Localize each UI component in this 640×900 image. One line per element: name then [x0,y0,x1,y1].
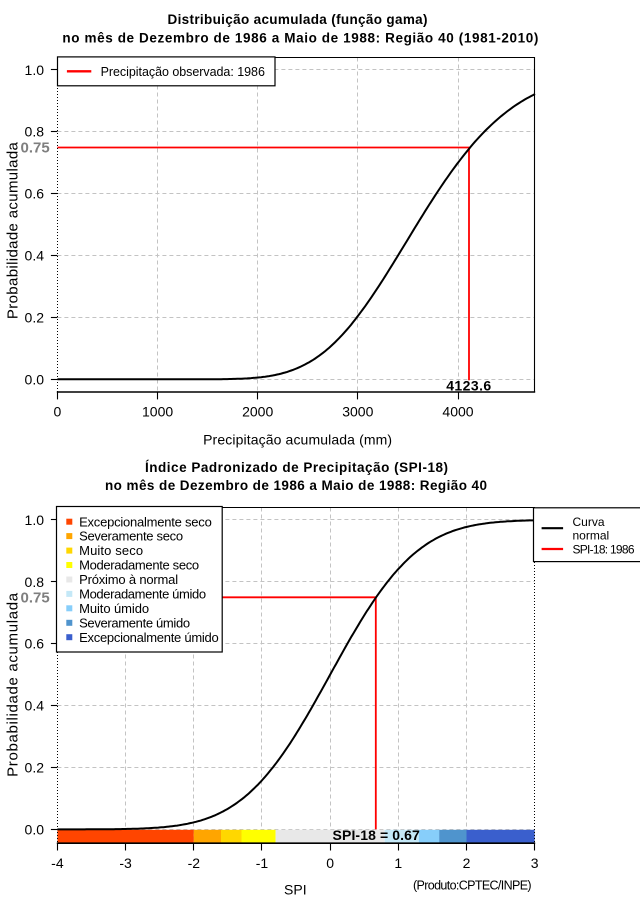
svg-text:1: 1 [394,855,402,871]
svg-text:-3: -3 [119,855,132,871]
svg-text:1.0: 1.0 [25,62,45,78]
svg-text:0.8: 0.8 [25,574,45,590]
svg-text:0: 0 [326,855,334,871]
svg-text:no mês de Dezembro de 1986 a M: no mês de Dezembro de 1986 a Maio de 198… [62,31,538,46]
svg-text:(Produto:CPTEC/INPE): (Produto:CPTEC/INPE) [413,879,532,893]
svg-text:Precipitação acumulada (mm): Precipitação acumulada (mm) [203,431,392,447]
svg-text:0.8: 0.8 [25,124,45,140]
svg-text:1000: 1000 [142,404,173,420]
svg-text:Excepcionalmente úmido: Excepcionalmente úmido [79,630,219,645]
svg-text:-1: -1 [256,855,269,871]
svg-text:0.2: 0.2 [25,760,45,776]
svg-text:SPI: SPI [284,882,307,898]
svg-text:1.0: 1.0 [25,512,45,528]
svg-text:0.2: 0.2 [25,309,45,325]
svg-text:Índice Padronizado de Precipit: Índice Padronizado de Precipitação (SPI-… [145,460,448,475]
svg-text:Precipitação observada: 1986: Precipitação observada: 1986 [101,65,265,79]
svg-text:0.0: 0.0 [25,821,45,837]
svg-text:-2: -2 [188,855,201,871]
svg-text:2: 2 [463,855,471,871]
svg-text:4123.6: 4123.6 [446,377,491,393]
svg-text:0.6: 0.6 [25,636,45,652]
svg-text:Severamente úmido: Severamente úmido [79,615,190,630]
svg-text:normal: normal [573,529,610,543]
svg-text:Distribuição acumulada (função: Distribuição acumulada (função gama) [168,12,428,27]
svg-text:Muito úmido: Muito úmido [79,601,149,616]
svg-text:2000: 2000 [242,404,273,420]
svg-text:0.4: 0.4 [25,698,45,714]
svg-text:Próximo à normal: Próximo à normal [79,572,178,587]
svg-text:0: 0 [54,404,62,420]
svg-text:Probabilidade acumulada: Probabilidade acumulada [4,141,21,319]
svg-text:0.0: 0.0 [25,371,45,387]
svg-text:4000: 4000 [442,404,473,420]
svg-text:Moderadamente úmido: Moderadamente úmido [79,587,206,602]
svg-text:3000: 3000 [342,404,373,420]
svg-text:Muito seco: Muito seco [79,543,143,558]
svg-text:Severamente seco: Severamente seco [79,529,183,544]
svg-text:SPI-18: 1986: SPI-18: 1986 [573,542,635,556]
svg-text:0.6: 0.6 [25,186,45,202]
svg-text:Excepcionalmente seco: Excepcionalmente seco [79,514,212,529]
svg-text:0.4: 0.4 [25,248,45,264]
svg-text:Moderadamente seco: Moderadamente seco [79,558,199,573]
svg-text:0.75: 0.75 [20,590,49,607]
svg-text:0.75: 0.75 [20,140,49,157]
svg-text:Curva: Curva [573,515,605,529]
svg-text:3: 3 [531,855,539,871]
svg-text:Probabilidade acumulada: Probabilidade acumulada [4,592,21,777]
svg-text:-4: -4 [51,855,64,871]
svg-text:SPI-18 = 0.67: SPI-18 = 0.67 [333,827,421,843]
svg-text:no mês de Dezembro de 1986 a M: no mês de Dezembro de 1986 a Maio de 198… [105,478,487,493]
